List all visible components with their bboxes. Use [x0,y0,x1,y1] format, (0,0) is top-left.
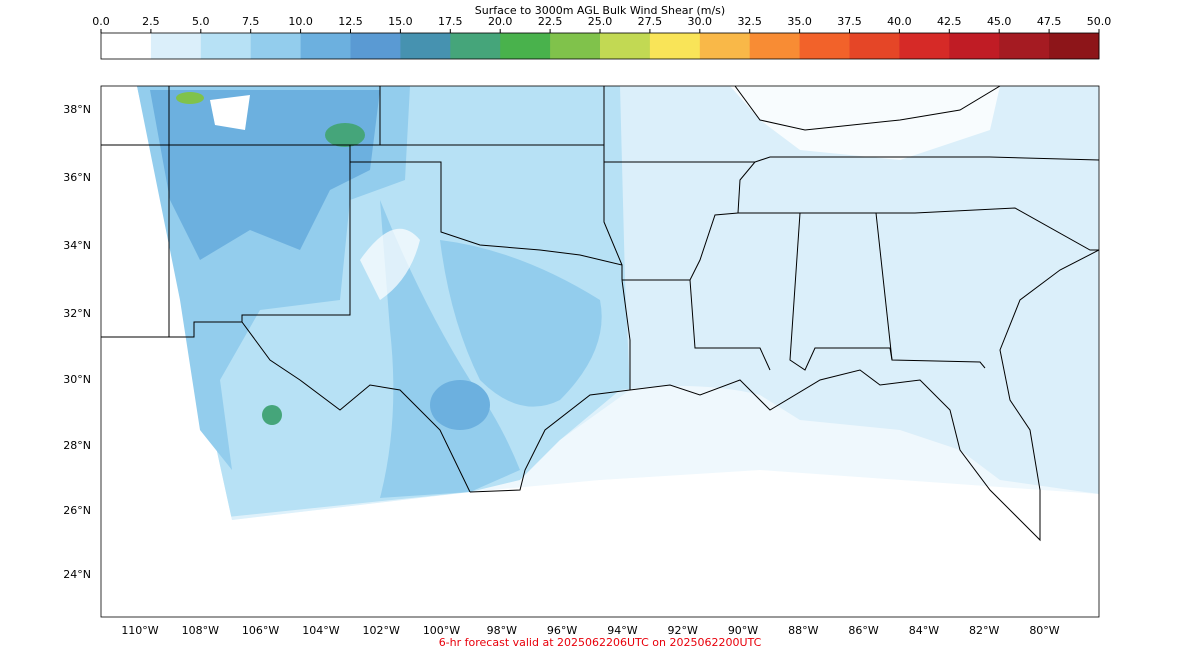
colorbar-bin [1049,33,1100,59]
colorbar-tick-label: 37.5 [837,15,862,28]
lon-label: 96°W [547,624,577,637]
colorbar-bin [799,33,850,59]
colorbar-frame [100,32,1100,60]
colorbar-tick-label: 22.5 [538,15,563,28]
colorbar-tick-label: 12.5 [338,15,363,28]
lon-label: 106°W [242,624,279,637]
field [430,380,490,430]
colorbar-tick-label: 47.5 [1037,15,1062,28]
lat-label: 26°N [63,504,91,517]
colorbar-tick-label: 25.0 [588,15,613,28]
colorbar-tick-label: 10.0 [288,15,313,28]
colorbar-tick-label: 2.5 [142,15,160,28]
lon-label: 110°W [121,624,158,637]
colorbar-tick-label: 17.5 [438,15,463,28]
map [101,86,1099,617]
map-frame [100,85,1100,618]
lat-label: 24°N [63,568,91,581]
colorbar-tick-label: 5.0 [192,15,210,28]
field [380,200,520,498]
colorbar-tick-label: 40.0 [887,15,912,28]
lat-label: 34°N [63,239,91,252]
lat-label: 28°N [63,439,91,452]
lon-label: 84°W [909,624,939,637]
colorbar: 0.0 2.5 5.0 7.5 10.0 12.5 15.0 17.5 20.0 22.5 25.0… [92,15,1111,59]
colorbar-bin [250,33,302,59]
colorbar-bin [300,33,351,59]
lat-label: 36°N [63,171,91,184]
lon-label: 108°W [182,624,219,637]
field [440,240,602,407]
colorbar-bin [949,33,1000,59]
lon-label: 100°W [423,624,460,637]
field [210,95,250,130]
gulf [101,386,1099,617]
lon-label: 90°W [728,624,758,637]
lon-label: 82°W [969,624,999,637]
field [262,405,282,425]
state-borders [101,86,1099,542]
field [176,92,204,104]
colorbar-bin [150,33,202,59]
colorbar-bin [849,33,900,59]
colorbar-tick-label: 15.0 [388,15,413,28]
field [730,86,1000,160]
lat-label: 38°N [63,103,91,116]
colorbar-bin [550,33,601,59]
lon-label: 94°W [607,624,637,637]
footer: 6-hr forecast valid at 2025062206UTC on … [439,636,762,649]
lon-label: 102°W [363,624,400,637]
colorbar-tick-label: 32.5 [737,15,762,28]
field [150,90,380,260]
colorbar-tick-label: 20.0 [488,15,513,28]
colorbar-tick-label: 0.0 [92,15,110,28]
lon-label: 92°W [668,624,698,637]
colorbar-bin [400,33,451,59]
lon-labels: 110°W 108°W 106°W 104°W 102°W 100°W 98°W 96°W 94… [121,624,1059,637]
lon-label: 88°W [788,624,818,637]
colorbar-bin [999,33,1050,59]
colorbar-bin [101,33,152,59]
lon-label: 86°W [848,624,878,637]
colorbar-tick-label: 42.5 [937,15,962,28]
lat-label: 32°N [63,307,91,320]
colorbar-title: Surface to 3000m AGL Bulk Wind Shear (m/… [475,4,725,17]
colorbar-bin [350,33,401,59]
colorbar-bin [500,33,551,59]
colorbar-tick-label: 7.5 [242,15,260,28]
colorbar-bin [649,33,701,59]
colorbar-tick-label: 35.0 [787,15,812,28]
lat-labels: 38°N 36°N 34°N 32°N 30°N 28°N 26°N 24°N [63,103,91,581]
lon-label: 80°W [1029,624,1059,637]
colorbar-tick-label: 30.0 [688,15,713,28]
colorbar-tick-label: 50.0 [1087,15,1112,28]
lon-label: 98°W [487,624,517,637]
colorbar-bin [200,33,252,59]
lon-label: 104°W [302,624,339,637]
colorbar-bin [899,33,950,59]
colorbar-bin [699,33,751,59]
colorbar-bin [749,33,801,59]
field [325,123,365,147]
colorbar-tick-label: 27.5 [638,15,663,28]
lat-label: 30°N [63,373,91,386]
colorbar-tick-label: 45.0 [987,15,1012,28]
colorbar-bin [450,33,501,59]
colorbar-bin [600,33,651,59]
field [360,228,420,300]
